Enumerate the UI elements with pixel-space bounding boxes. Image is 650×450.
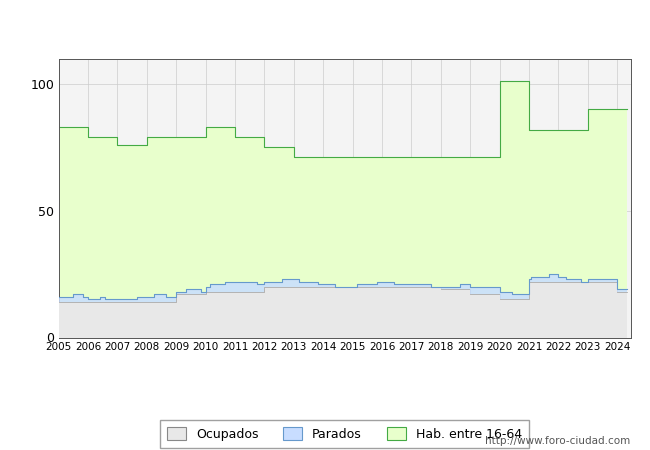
Text: http://www.foro-ciudad.com: http://www.foro-ciudad.com xyxy=(486,436,630,446)
Text: Huérmeces - Evolucion de la poblacion en edad de Trabajar Mayo de 2024: Huérmeces - Evolucion de la poblacion en… xyxy=(77,18,573,31)
Legend: Ocupados, Parados, Hab. entre 16-64: Ocupados, Parados, Hab. entre 16-64 xyxy=(160,420,529,449)
